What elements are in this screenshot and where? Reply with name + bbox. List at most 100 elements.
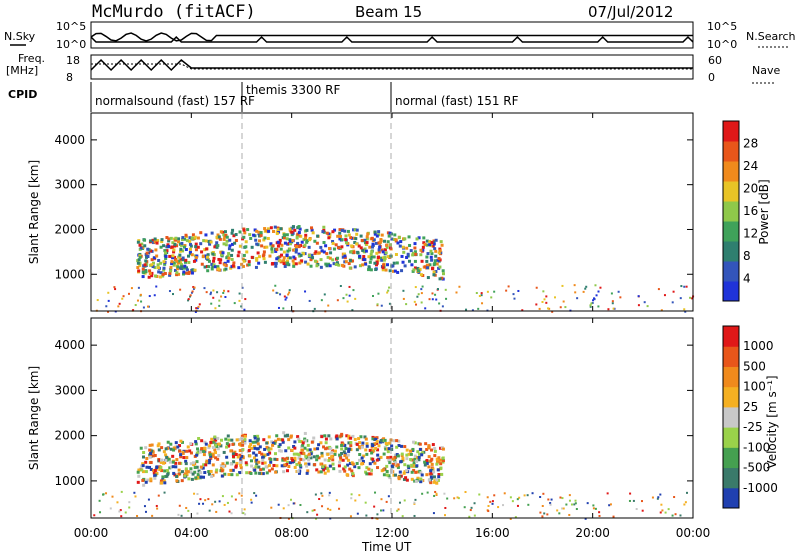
echo-cell bbox=[162, 479, 166, 483]
echo-cell bbox=[288, 256, 292, 260]
echo-cell bbox=[419, 480, 423, 484]
ground-scatter-cell bbox=[679, 297, 682, 300]
ground-scatter-cell bbox=[195, 307, 198, 310]
echo-cell bbox=[159, 245, 163, 249]
echo-cell bbox=[298, 227, 302, 231]
echo-cell bbox=[206, 255, 210, 259]
echo-cell bbox=[389, 455, 393, 459]
echo-cell bbox=[386, 456, 390, 460]
echo-cell bbox=[345, 434, 349, 438]
echo-cell bbox=[306, 443, 310, 447]
ground-scatter-cell bbox=[289, 498, 292, 501]
echo-cell bbox=[374, 263, 378, 267]
echo-cell bbox=[335, 434, 339, 438]
echo-cell bbox=[292, 255, 296, 259]
echo-cell bbox=[397, 439, 401, 443]
echo-cell bbox=[315, 454, 319, 458]
echo-cell bbox=[289, 435, 293, 439]
time-axis: 00:00 04:00 08:00 12:00 16:00 20:00 00:00 bbox=[74, 113, 710, 540]
echo-cell bbox=[331, 258, 335, 262]
echo-cell bbox=[164, 453, 168, 457]
ground-scatter-cell bbox=[348, 294, 351, 297]
echo-cell bbox=[230, 253, 234, 257]
ground-scatter-cell bbox=[255, 494, 258, 497]
ground-scatter-cell bbox=[220, 295, 223, 298]
ground-scatter-cell bbox=[546, 513, 549, 516]
echo-cell bbox=[382, 258, 386, 262]
echo-cell bbox=[365, 235, 369, 239]
echo-cell bbox=[207, 470, 211, 474]
echo-cell bbox=[361, 263, 365, 267]
echo-cell bbox=[290, 226, 294, 230]
echo-cell bbox=[344, 260, 348, 264]
echo-cell bbox=[417, 458, 421, 462]
echo-cell bbox=[325, 252, 329, 256]
ground-scatter-cell bbox=[413, 501, 416, 504]
echo-cell bbox=[416, 456, 420, 460]
echo-cell bbox=[390, 237, 394, 241]
echo-cell bbox=[187, 477, 191, 481]
echo-cell bbox=[359, 234, 363, 238]
echo-cell bbox=[200, 250, 204, 254]
echo-cell bbox=[168, 273, 172, 277]
ground-scatter-cell bbox=[198, 303, 201, 306]
echo-cell bbox=[384, 268, 388, 272]
echo-cell bbox=[236, 254, 240, 258]
echo-cell bbox=[340, 245, 344, 249]
ground-scatter-cell bbox=[689, 296, 692, 299]
echo-cell bbox=[213, 435, 217, 439]
echo-cell bbox=[252, 451, 256, 455]
echo-cell bbox=[429, 255, 433, 259]
ground-scatter-cell bbox=[659, 511, 662, 514]
echo-cell bbox=[343, 254, 347, 258]
echo-cell bbox=[310, 228, 314, 232]
echo-cell bbox=[296, 241, 300, 245]
ground-scatter-cell bbox=[210, 302, 213, 305]
echo-cell bbox=[158, 468, 162, 472]
echo-cell bbox=[282, 470, 286, 474]
echo-cell bbox=[179, 261, 183, 265]
echo-cell bbox=[189, 244, 193, 248]
echo-cell bbox=[383, 239, 387, 243]
echo-cell bbox=[316, 447, 320, 451]
noise-tick-top-left: 10^5 bbox=[56, 20, 86, 33]
echo-cell bbox=[272, 229, 276, 233]
ground-scatter-cell bbox=[187, 298, 190, 301]
echo-cell bbox=[262, 253, 266, 257]
echo-cell bbox=[336, 234, 340, 238]
echo-cell bbox=[422, 241, 426, 245]
echo-cell bbox=[278, 238, 282, 242]
echo-cell bbox=[325, 264, 329, 268]
echo-cell bbox=[297, 231, 301, 235]
ground-scatter-cell bbox=[523, 494, 526, 497]
echo-cell bbox=[211, 446, 215, 450]
echo-cell bbox=[141, 464, 145, 468]
ground-scatter-cell bbox=[218, 500, 221, 503]
echo-cell bbox=[334, 262, 338, 266]
ground-scatter-cell bbox=[415, 303, 418, 306]
echo-cell bbox=[272, 463, 276, 467]
echo-cell bbox=[425, 259, 429, 263]
ground-scatter-cell bbox=[641, 509, 644, 512]
colorbar-swatch bbox=[723, 467, 739, 489]
ground-scatter-cell bbox=[321, 494, 324, 497]
echo-cell bbox=[337, 464, 341, 468]
echo-cell bbox=[173, 446, 177, 450]
echo-cell bbox=[176, 445, 180, 449]
echo-cell bbox=[140, 468, 144, 472]
echo-cell bbox=[166, 469, 170, 473]
echo-cell bbox=[435, 262, 439, 266]
echo-cell bbox=[226, 259, 230, 263]
echo-cell bbox=[283, 457, 287, 461]
ground-scatter-cell bbox=[612, 515, 615, 518]
ground-scatter-cell bbox=[512, 293, 515, 296]
ground-scatter-cell bbox=[387, 289, 390, 292]
echo-cell bbox=[380, 248, 384, 252]
echo-cell bbox=[369, 253, 373, 257]
echo-cell bbox=[159, 271, 163, 275]
echo-cell bbox=[401, 245, 405, 249]
echo-cell bbox=[182, 245, 186, 249]
echo-cell bbox=[219, 253, 223, 257]
echo-cell bbox=[283, 236, 287, 240]
echo-cell bbox=[293, 456, 297, 460]
